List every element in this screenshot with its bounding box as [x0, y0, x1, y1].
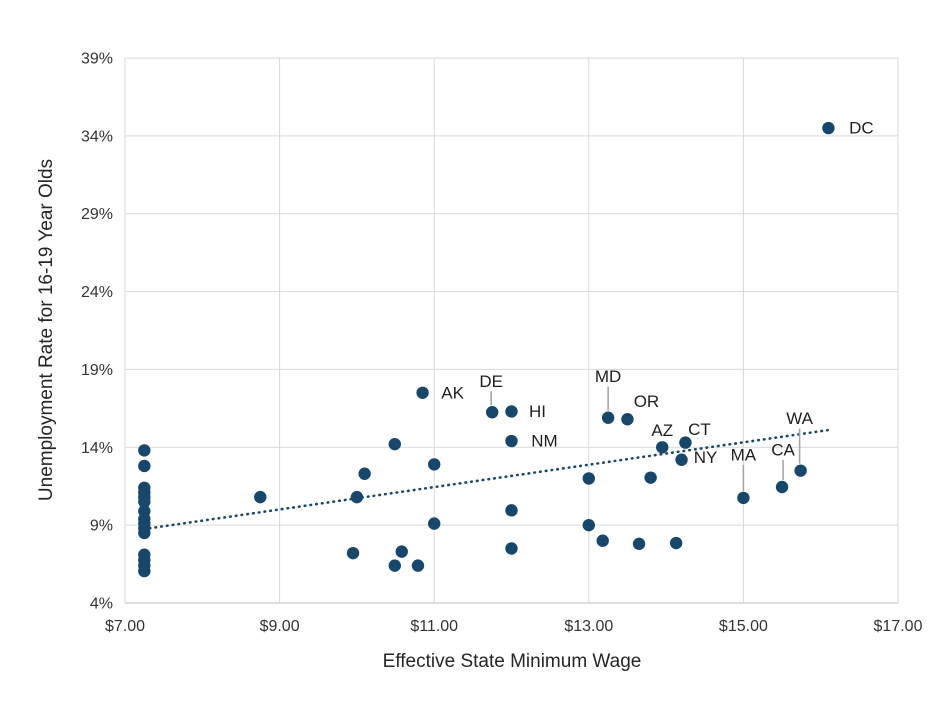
data-point — [416, 386, 429, 399]
data-point — [669, 536, 683, 550]
point-label-or: OR — [634, 392, 660, 411]
data-point — [395, 545, 408, 558]
data-point — [505, 434, 518, 448]
data-point — [138, 526, 151, 540]
data-point — [675, 453, 688, 466]
x-tick-label: $15.00 — [719, 618, 768, 635]
x-tick-label: $7.00 — [105, 618, 145, 635]
x-tick-label: $13.00 — [564, 618, 613, 635]
x-tick-label: $11.00 — [410, 618, 458, 635]
data-point — [411, 559, 425, 572]
y-tick-label: 29% — [81, 206, 113, 223]
point-label-nm: NM — [531, 432, 557, 451]
data-point — [138, 444, 151, 457]
y-tick-label: 19% — [81, 362, 113, 379]
trendline — [148, 428, 829, 530]
data-point — [601, 411, 615, 424]
data-point — [505, 542, 518, 555]
data-point — [596, 534, 609, 547]
data-point — [822, 121, 835, 135]
x-axis-title: Effective State Minimum Wage — [382, 651, 642, 672]
data-point — [679, 436, 692, 449]
data-point — [775, 480, 789, 494]
data-point — [656, 441, 669, 454]
data-point — [794, 464, 807, 477]
y-tick-label: 24% — [81, 284, 113, 301]
point-label-ca: CA — [771, 440, 795, 459]
data-point — [737, 491, 750, 505]
y-tick-label: 14% — [81, 440, 113, 457]
data-point — [358, 467, 371, 480]
data-point — [485, 406, 499, 419]
data-point — [505, 504, 518, 517]
data-point — [621, 413, 634, 426]
data-point — [428, 517, 441, 530]
x-tick-label: $17.00 — [874, 618, 923, 635]
y-tick-label: 9% — [90, 518, 113, 535]
data-point — [138, 564, 151, 578]
data-point — [254, 490, 267, 504]
data-point — [582, 518, 595, 532]
data-point — [428, 458, 441, 471]
data-point — [138, 495, 151, 508]
data-point — [350, 490, 364, 504]
point-label-ny: NY — [694, 448, 718, 467]
point-label-az: AZ — [651, 421, 673, 440]
point-label-de: DE — [479, 372, 503, 391]
y-tick-label: 4% — [90, 596, 113, 613]
data-point — [644, 471, 657, 484]
y-axis-title: Unemployment Rate for 16-19 Year Olds — [36, 158, 57, 502]
x-tick-label: $9.00 — [260, 618, 300, 635]
data-point — [388, 437, 401, 451]
point-label-ma: MA — [731, 445, 757, 464]
point-label-ak: AK — [441, 383, 464, 402]
data-point — [582, 472, 595, 485]
point-label-wa: WA — [786, 409, 813, 428]
data-point — [632, 537, 646, 551]
point-label-md: MD — [595, 367, 621, 386]
point-label-dc: DC — [849, 119, 874, 138]
point-label-hi: HI — [529, 402, 546, 421]
data-point — [138, 459, 151, 473]
point-label-ct: CT — [688, 420, 711, 439]
data-point — [388, 559, 401, 572]
y-tick-label: 34% — [81, 128, 113, 145]
data-point — [346, 546, 360, 560]
y-tick-label: 39% — [81, 51, 113, 68]
data-point — [505, 405, 518, 418]
